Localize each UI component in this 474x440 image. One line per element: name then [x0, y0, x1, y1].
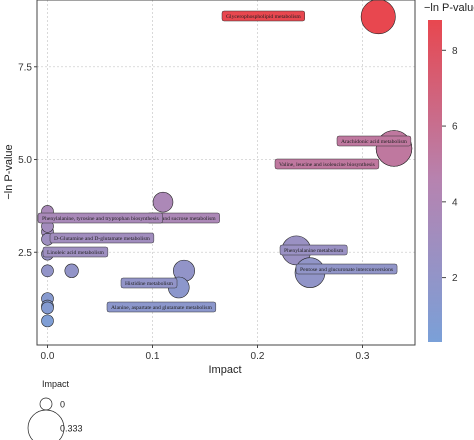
- plot-panel: [37, 0, 415, 345]
- x-tick-label: 0.2: [251, 351, 265, 362]
- grid: [37, 0, 415, 345]
- pathway-label-box: [221, 10, 305, 22]
- pathway-label-box: [279, 244, 348, 256]
- pathway-label-box: [336, 135, 412, 147]
- pathway-label-box: [274, 158, 380, 170]
- size-legend-circle: [39, 397, 53, 411]
- y-tick-label: 5.0: [18, 155, 32, 166]
- pathway-label-text: Valine, leucine and isoleucine biosynthe…: [279, 162, 375, 168]
- colorbar-tick-label: 2: [452, 273, 458, 284]
- pathway-label: Alanine, aspartate and glutamate metabol…: [106, 301, 217, 313]
- pathway-label-box: [295, 263, 398, 275]
- pathway-label-box: [106, 301, 217, 313]
- colorbar-tick-label: 6: [452, 122, 458, 133]
- pathway-label: Histidine metabolism: [120, 277, 178, 289]
- size-legend-label: 0.333: [60, 424, 83, 434]
- pathway-label: Valine, leucine and isoleucine biosynthe…: [274, 158, 380, 170]
- pathway-label-text: Glycerophospholipid metabolism: [226, 14, 301, 20]
- bubble: [41, 301, 54, 315]
- pathway-label: Phenylalanine metabolism: [279, 244, 348, 256]
- size-legend: 0 0.333: [27, 397, 83, 440]
- pathway-label-text: Arachidonic acid metabolism: [341, 139, 408, 145]
- bubble: [41, 314, 54, 328]
- pathway-label-text: D-Glutamine and D-glutamate metabolism: [54, 236, 150, 242]
- bubble: [64, 263, 79, 278]
- y-axis-title: −ln P-value: [3, 144, 15, 199]
- colorbar-tick-label: 4: [452, 197, 458, 208]
- pathway-label-text: ...ch and sucrose metabolism: [151, 216, 216, 222]
- pathway-label-box: [37, 212, 163, 224]
- pathway-labels: Glycerophospholipid metabolism Arachidoni…: [37, 10, 412, 313]
- pathway-label: Arachidonic acid metabolism: [336, 135, 412, 147]
- pathway-label: D-Glutamine and D-glutamate metabolism: [49, 232, 155, 244]
- plot-border: [36, 0, 416, 346]
- pathway-label-text: Phenylalanine metabolism: [284, 248, 344, 254]
- pathway-label-text: Alanine, aspartate and glutamate metabol…: [111, 305, 212, 311]
- colorbar-title: −ln P-value: [424, 2, 474, 14]
- pathway-label-text: Histidine metabolism: [125, 281, 174, 287]
- x-tick-label: 0.1: [146, 351, 160, 362]
- size-legend-label: 0: [60, 400, 65, 410]
- colorbar-tick-label: 8: [452, 46, 458, 57]
- pathway-label: Linoleic acid metabolism: [42, 246, 109, 258]
- pathway-label-box: [42, 246, 109, 258]
- y-tick-label: 2.5: [18, 248, 32, 259]
- bubble: [360, 0, 396, 35]
- pathway-label: Glycerophospholipid metabolism: [221, 10, 305, 22]
- axes: 0.0 0.1 0.2 0.3 2.5 5.0 7.5: [18, 0, 416, 362]
- size-legend-circle: [27, 409, 65, 440]
- x-tick-label: 0.0: [41, 351, 55, 362]
- colorbar: [428, 20, 442, 342]
- pathway-label-text: Phenylalanine, tyrosine and tryptophan b…: [42, 216, 159, 222]
- x-tick-label: 0.3: [356, 351, 370, 362]
- colorbar-ticks: 2 4 6 8: [442, 46, 458, 284]
- pathway-label-box: [49, 232, 155, 244]
- size-legend-title: Impact: [42, 379, 70, 389]
- bubble: [152, 191, 174, 213]
- pathway-label-text: Linoleic acid metabolism: [47, 250, 105, 256]
- x-axis-title: Impact: [208, 364, 241, 376]
- y-tick-label: 7.5: [18, 62, 32, 73]
- bubble: [41, 264, 54, 278]
- pathway-label: Phenylalanine, tyrosine and tryptophan b…: [37, 212, 163, 224]
- pathway-label-text: Pentose and glucuronate interconversions: [300, 267, 393, 273]
- pathway-label: Pentose and glucuronate interconversions: [295, 263, 398, 275]
- pathway-label-box: [120, 277, 178, 289]
